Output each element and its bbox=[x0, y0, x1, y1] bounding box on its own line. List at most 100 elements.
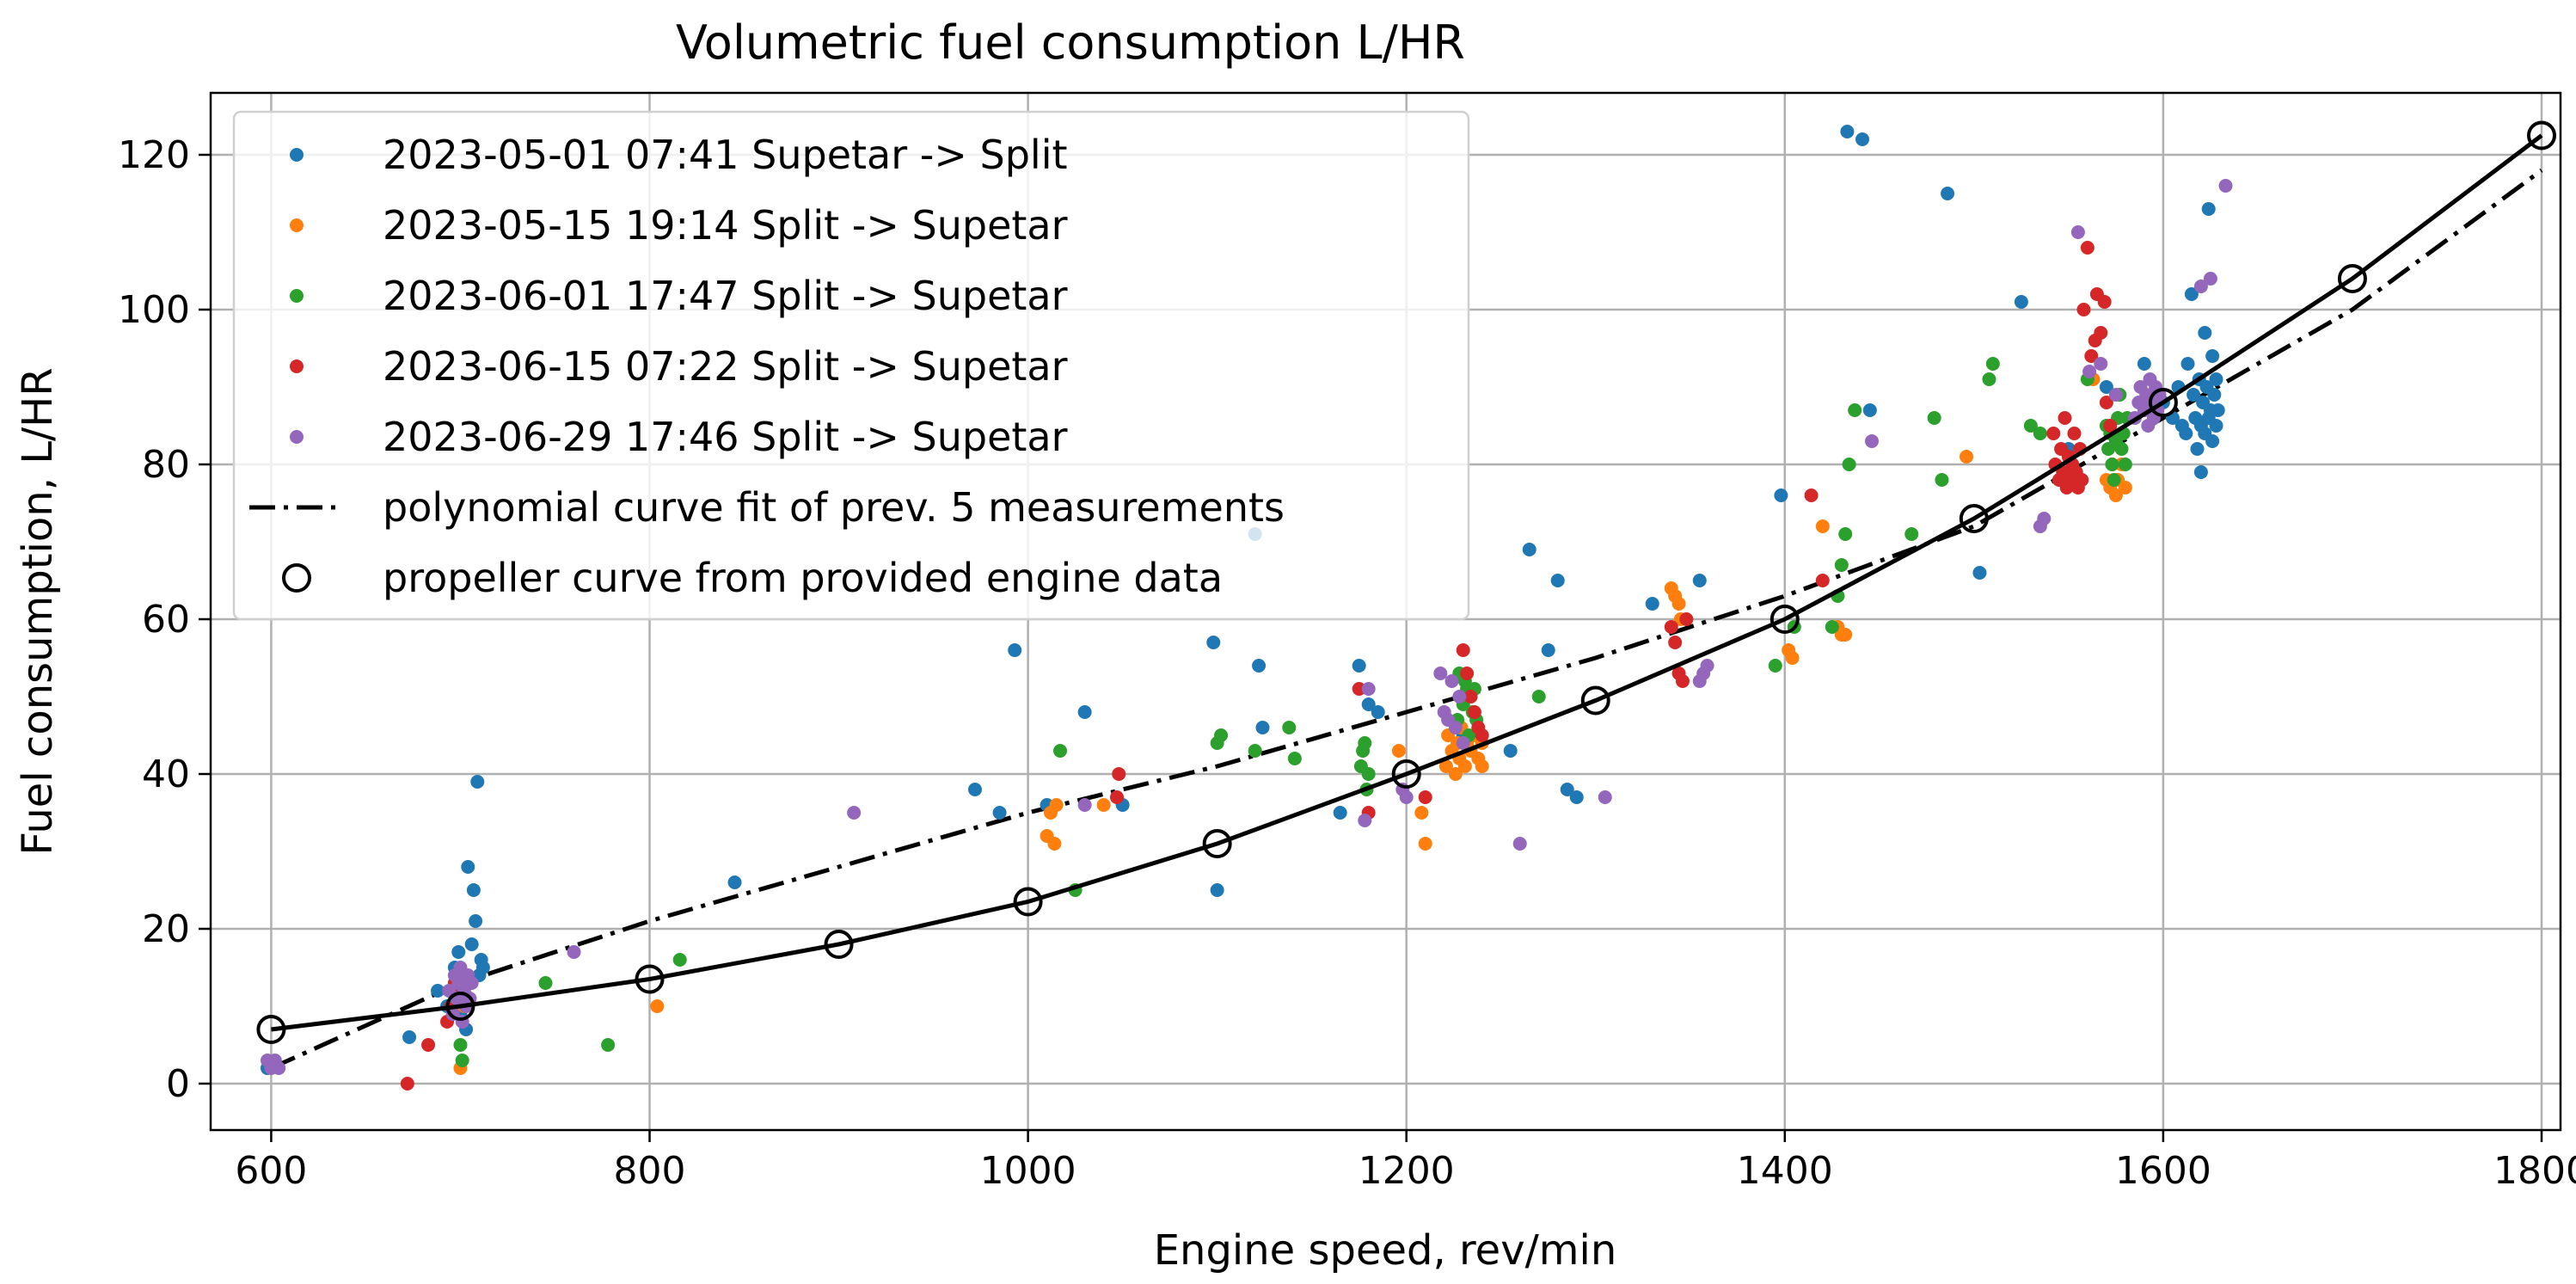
x-tick-label: 1000 bbox=[980, 1149, 1076, 1193]
propeller-curve-marker bbox=[2526, 120, 2556, 151]
propeller-curve-marker bbox=[1013, 887, 1043, 917]
series-1-point bbox=[1941, 187, 1955, 200]
x-tick-label: 1400 bbox=[1737, 1149, 1833, 1193]
series-3-point bbox=[1282, 721, 1297, 734]
y-tick-label: 40 bbox=[142, 753, 190, 796]
series-4-point bbox=[1456, 643, 1470, 657]
series-1-point bbox=[451, 945, 466, 959]
plot-frame bbox=[209, 91, 2562, 1132]
series-1-point bbox=[992, 806, 1007, 820]
series-3-point bbox=[538, 976, 553, 990]
series-4-point bbox=[2067, 427, 2082, 440]
y-tick-label: 20 bbox=[142, 907, 190, 951]
series-2-point bbox=[1475, 759, 1489, 773]
series-3-point bbox=[1838, 527, 1853, 541]
series-3-point bbox=[2107, 473, 2121, 487]
series-1-point bbox=[1550, 574, 1565, 587]
series-3-point bbox=[1214, 728, 1229, 742]
propeller-curve-line bbox=[271, 133, 2543, 1032]
series-1-point bbox=[1352, 659, 1366, 673]
series-5-point bbox=[2037, 512, 2052, 525]
series-4-point bbox=[2084, 349, 2099, 363]
series-3-point bbox=[1904, 527, 1919, 541]
propeller-curve-marker bbox=[1769, 605, 1800, 634]
series-1-point bbox=[1569, 790, 1584, 804]
series-3-point bbox=[2114, 442, 2129, 456]
x-axis-label: Engine speed, rev/min bbox=[1154, 1226, 1617, 1275]
series-1-point bbox=[1210, 883, 1224, 897]
series-5-point bbox=[847, 806, 862, 820]
series-5-point bbox=[2193, 280, 2208, 293]
series-3-point bbox=[1842, 458, 1856, 471]
series-1-point bbox=[461, 860, 475, 874]
legend-label-series-3: 2023-06-01 17:47 Split -> Supetar bbox=[383, 273, 1068, 319]
legend-label-fit-curve: polynomial curve fit of prev. 5 measurem… bbox=[383, 484, 1285, 531]
series-2-point bbox=[1438, 759, 1453, 773]
legend-marker-series-1 bbox=[290, 148, 304, 162]
series-4-point bbox=[1675, 674, 1690, 688]
series-1-point bbox=[2137, 357, 2151, 371]
series-5-point bbox=[2094, 357, 2108, 371]
propeller-curve-marker bbox=[1391, 759, 1421, 789]
series-4-point bbox=[1467, 705, 1481, 719]
series-1-point bbox=[1008, 643, 1022, 657]
series-4-point bbox=[1668, 636, 1683, 649]
series-1-point bbox=[1333, 806, 1347, 820]
y-axis-label: Fuel consumption, L/HR bbox=[14, 367, 62, 855]
series-1-point bbox=[402, 1030, 417, 1044]
series-4-point bbox=[1664, 620, 1678, 634]
series-3-point bbox=[1358, 736, 1372, 750]
legend-label-propeller-curve: propeller curve from provided engine dat… bbox=[383, 555, 1223, 601]
series-3-point bbox=[1848, 403, 1862, 417]
series-4-point bbox=[2075, 473, 2089, 487]
series-1-point bbox=[2205, 434, 2220, 448]
series-1-point bbox=[1774, 488, 1788, 502]
series-3-point bbox=[1982, 372, 1996, 386]
series-3-point bbox=[1985, 357, 2000, 371]
series-4-point bbox=[2080, 241, 2095, 255]
series-4-point bbox=[2046, 427, 2061, 440]
series-3-point bbox=[1834, 558, 1849, 572]
series-1-point bbox=[1252, 659, 1267, 673]
series-1-point bbox=[2201, 202, 2216, 216]
series-2-point bbox=[1960, 450, 1974, 464]
propeller-curve-marker bbox=[2148, 388, 2178, 417]
series-3-point bbox=[1825, 620, 1839, 634]
series-1-point bbox=[1862, 403, 1877, 417]
series-5-point bbox=[464, 976, 479, 990]
series-1-point bbox=[1361, 697, 1376, 711]
series-3-point bbox=[2033, 427, 2047, 440]
series-1-point bbox=[2198, 326, 2212, 340]
legend-marker-propeller-curve bbox=[282, 563, 311, 593]
series-3-point bbox=[1053, 744, 1068, 758]
series-2-point bbox=[1838, 628, 1853, 642]
fit-curve-layer bbox=[270, 168, 2543, 1071]
series-3-point bbox=[1531, 690, 1546, 703]
series-4-point bbox=[2097, 295, 2112, 309]
series-2-point bbox=[1414, 806, 1429, 820]
propeller-curve-marker bbox=[445, 992, 475, 1021]
propeller-curve-marker bbox=[1580, 685, 1610, 716]
series-4-point bbox=[1463, 690, 1478, 703]
series-4-point bbox=[2094, 326, 2108, 340]
series-1-point bbox=[475, 961, 490, 974]
series-3-point bbox=[2105, 458, 2119, 471]
data-points-layer bbox=[261, 125, 2233, 1090]
series-3-point bbox=[1927, 411, 1941, 425]
series-5-point bbox=[1456, 736, 1470, 750]
series-3-point bbox=[1768, 659, 1782, 673]
series-4-point bbox=[2099, 396, 2113, 409]
series-3-point bbox=[2118, 458, 2132, 471]
fit-curve-line bbox=[270, 168, 2543, 1071]
series-5-point bbox=[1433, 667, 1448, 680]
series-2-point bbox=[1671, 597, 1686, 611]
series-4-point bbox=[1815, 574, 1830, 587]
series-4-point bbox=[421, 1038, 436, 1052]
propeller-curve-marker bbox=[1202, 829, 1232, 858]
series-5-point bbox=[1512, 837, 1527, 851]
series-3-point bbox=[455, 1054, 469, 1067]
legend-label-series-1: 2023-05-01 07:41 Supetar -> Split bbox=[383, 132, 1068, 178]
series-4-point bbox=[1418, 790, 1432, 804]
legend-marker-series-2 bbox=[290, 218, 304, 232]
legend-marker-series-4 bbox=[290, 359, 304, 373]
